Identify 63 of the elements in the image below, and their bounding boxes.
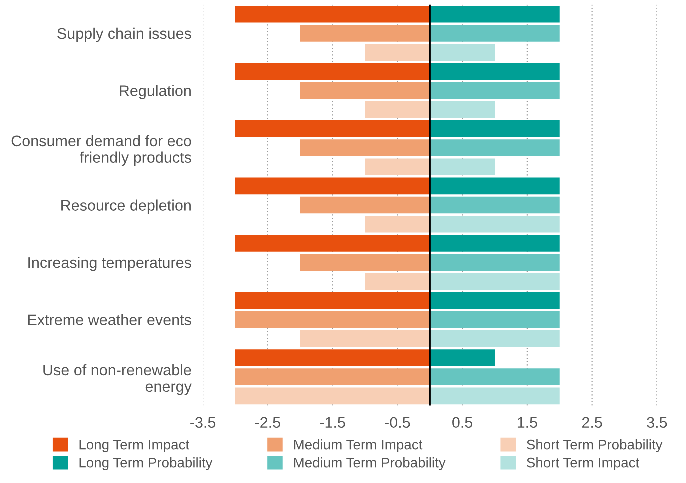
bar: [300, 25, 430, 42]
x-tick-label: 0.5: [452, 417, 473, 428]
x-tick-label: 3.5: [647, 417, 668, 428]
bar: [365, 101, 430, 118]
bar: [235, 178, 430, 195]
bar: [430, 196, 560, 214]
x-tick-label: -2.5: [255, 417, 280, 428]
bar: [365, 273, 430, 290]
legend-label: Medium Term Probability: [294, 458, 446, 470]
y-tick-label: Use of non-renewable energy: [44, 364, 192, 396]
bar: [430, 6, 560, 23]
bar: [430, 178, 560, 195]
bar: [235, 350, 430, 366]
y-tick-label: Supply chain issues: [58, 28, 192, 42]
bar: [235, 368, 430, 386]
y-tick-label: Extreme weather events: [28, 314, 192, 326]
bar: [430, 63, 560, 80]
bar: [235, 235, 430, 252]
bar: [235, 6, 430, 23]
bar: [430, 25, 560, 42]
bar: [430, 120, 560, 138]
legend-label: Short Term Probability: [527, 440, 663, 452]
bar: [430, 44, 495, 61]
x-tick-label: -1.5: [320, 417, 346, 428]
bar: [365, 216, 430, 233]
bar: [365, 158, 430, 176]
bar: [300, 254, 430, 271]
bar: [300, 82, 430, 100]
legend-label: Long Term Impact: [80, 440, 190, 452]
bar: [430, 82, 560, 100]
bar: [235, 120, 430, 138]
legend-label: Long Term Probability: [80, 458, 213, 470]
legend-label: Short Term Impact: [527, 458, 640, 470]
bar: [430, 273, 560, 290]
bar: [430, 254, 560, 271]
x-tick-label: 2.5: [582, 417, 602, 428]
x-tick-label: -0.5: [385, 417, 410, 428]
bar: [430, 235, 560, 252]
bar: [430, 158, 495, 176]
bar: [235, 292, 430, 310]
bar: [235, 311, 430, 328]
y-tick-label: Regulation: [120, 85, 191, 100]
y-tick-label: Resource depletion: [62, 200, 191, 214]
bar: [365, 44, 430, 61]
bar: [430, 330, 560, 348]
bar: [300, 330, 430, 348]
y-tick-label: Consumer demand for eco friendly products: [12, 135, 192, 166]
bar: [430, 311, 560, 328]
x-tick-label: -3.5: [190, 417, 216, 428]
bar: [430, 292, 560, 310]
bar: [430, 216, 560, 233]
legend-label: Medium Term Impact: [294, 440, 423, 452]
bar: [430, 140, 560, 156]
bar: [300, 196, 430, 214]
bar: [235, 388, 430, 405]
bar: [235, 63, 430, 80]
bar: [300, 140, 430, 156]
bar: [430, 350, 495, 366]
x-tick-label: 1.5: [518, 417, 538, 428]
bar: [430, 388, 560, 405]
y-tick-label: Increasing temperatures: [28, 257, 192, 272]
bar: [430, 368, 560, 386]
bar: [430, 101, 495, 118]
